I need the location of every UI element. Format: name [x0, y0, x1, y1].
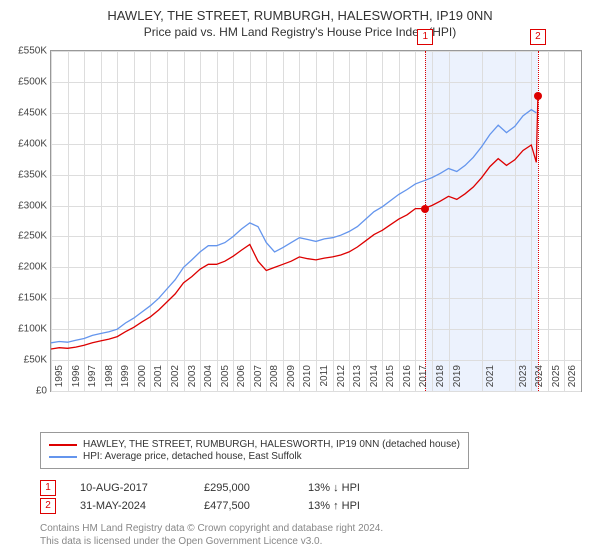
- x-axis-label: 1996: [71, 365, 82, 395]
- y-axis-label: £300K: [18, 200, 47, 211]
- x-axis-label: 2008: [269, 365, 280, 395]
- series-line-hpi: [51, 110, 536, 343]
- event-row-date: 31-MAY-2024: [80, 500, 180, 512]
- x-axis-label: 2010: [302, 365, 313, 395]
- x-axis-label: 2025: [551, 365, 562, 395]
- x-axis-label: 1995: [54, 365, 65, 395]
- x-axis-label: 2015: [385, 365, 396, 395]
- y-axis-label: £550K: [18, 46, 47, 57]
- plot-area: £0£50K£100K£150K£200K£250K£300K£350K£400…: [50, 50, 582, 392]
- footer-line1: Contains HM Land Registry data © Crown c…: [40, 522, 383, 535]
- legend-label: HAWLEY, THE STREET, RUMBURGH, HALESWORTH…: [83, 439, 460, 450]
- x-axis-label: 2001: [153, 365, 164, 395]
- y-axis-label: £150K: [18, 293, 47, 304]
- x-axis-label: 2021: [485, 365, 496, 395]
- legend-item: HAWLEY, THE STREET, RUMBURGH, HALESWORTH…: [49, 439, 460, 450]
- legend-swatch: [49, 456, 77, 458]
- chart-title: HAWLEY, THE STREET, RUMBURGH, HALESWORTH…: [0, 8, 600, 23]
- x-axis-label: 2014: [369, 365, 380, 395]
- event-marker-box: 2: [530, 29, 546, 45]
- line-series-svg: [51, 51, 581, 391]
- x-axis-label: 1999: [120, 365, 131, 395]
- legend: HAWLEY, THE STREET, RUMBURGH, HALESWORTH…: [40, 432, 469, 469]
- event-row: 1 10-AUG-2017 £295,000 13% ↓ HPI: [40, 480, 408, 496]
- event-row-delta: 13% ↓ HPI: [308, 482, 408, 494]
- event-marker-box: 1: [417, 29, 433, 45]
- event-marker-dot: [421, 205, 429, 213]
- x-axis-label: 2012: [336, 365, 347, 395]
- x-axis-label: 2019: [452, 365, 463, 395]
- event-row-price: £295,000: [204, 482, 284, 494]
- y-axis-label: £450K: [18, 107, 47, 118]
- y-axis-label: £500K: [18, 76, 47, 87]
- x-axis-label: 2004: [203, 365, 214, 395]
- chart-container: HAWLEY, THE STREET, RUMBURGH, HALESWORTH…: [0, 0, 600, 560]
- x-axis-label: 2026: [567, 365, 578, 395]
- legend-item: HPI: Average price, detached house, East…: [49, 451, 460, 462]
- chart-subtitle: Price paid vs. HM Land Registry's House …: [0, 25, 600, 39]
- y-axis-label: £200K: [18, 262, 47, 273]
- x-axis-label: 2017: [418, 365, 429, 395]
- x-axis-label: 2003: [187, 365, 198, 395]
- event-row-marker: 2: [40, 498, 56, 514]
- y-axis-label: £100K: [18, 324, 47, 335]
- x-axis-label: 2009: [286, 365, 297, 395]
- x-axis-label: 1997: [87, 365, 98, 395]
- footer-line2: This data is licensed under the Open Gov…: [40, 535, 383, 548]
- event-row-marker: 1: [40, 480, 56, 496]
- y-axis-label: £400K: [18, 138, 47, 149]
- y-axis-label: £50K: [24, 355, 47, 366]
- footer-attribution: Contains HM Land Registry data © Crown c…: [40, 522, 383, 548]
- event-row: 2 31-MAY-2024 £477,500 13% ↑ HPI: [40, 498, 408, 514]
- x-axis-label: 2005: [220, 365, 231, 395]
- x-axis-label: 2000: [137, 365, 148, 395]
- x-axis-label: 2018: [435, 365, 446, 395]
- x-axis-label: 2006: [236, 365, 247, 395]
- x-axis-label: 2007: [253, 365, 264, 395]
- title-block: HAWLEY, THE STREET, RUMBURGH, HALESWORTH…: [0, 0, 600, 39]
- event-table: 1 10-AUG-2017 £295,000 13% ↓ HPI 2 31-MAY-202…: [40, 478, 408, 516]
- x-axis-label: 2016: [402, 365, 413, 395]
- event-row-price: £477,500: [204, 500, 284, 512]
- legend-label: HPI: Average price, detached house, East…: [83, 451, 302, 462]
- legend-swatch: [49, 444, 77, 446]
- y-axis-label: £250K: [18, 231, 47, 242]
- x-axis-label: 2011: [319, 365, 330, 395]
- event-marker-dot: [534, 92, 542, 100]
- event-row-date: 10-AUG-2017: [80, 482, 180, 494]
- x-axis-label: 2002: [170, 365, 181, 395]
- y-axis-label: £0: [36, 386, 47, 397]
- event-row-delta: 13% ↑ HPI: [308, 500, 408, 512]
- x-axis-label: 1998: [104, 365, 115, 395]
- series-line-property: [51, 96, 538, 349]
- x-axis-label: 2013: [352, 365, 363, 395]
- x-axis-label: 2024: [534, 365, 545, 395]
- x-axis-label: 2023: [518, 365, 529, 395]
- y-axis-label: £350K: [18, 169, 47, 180]
